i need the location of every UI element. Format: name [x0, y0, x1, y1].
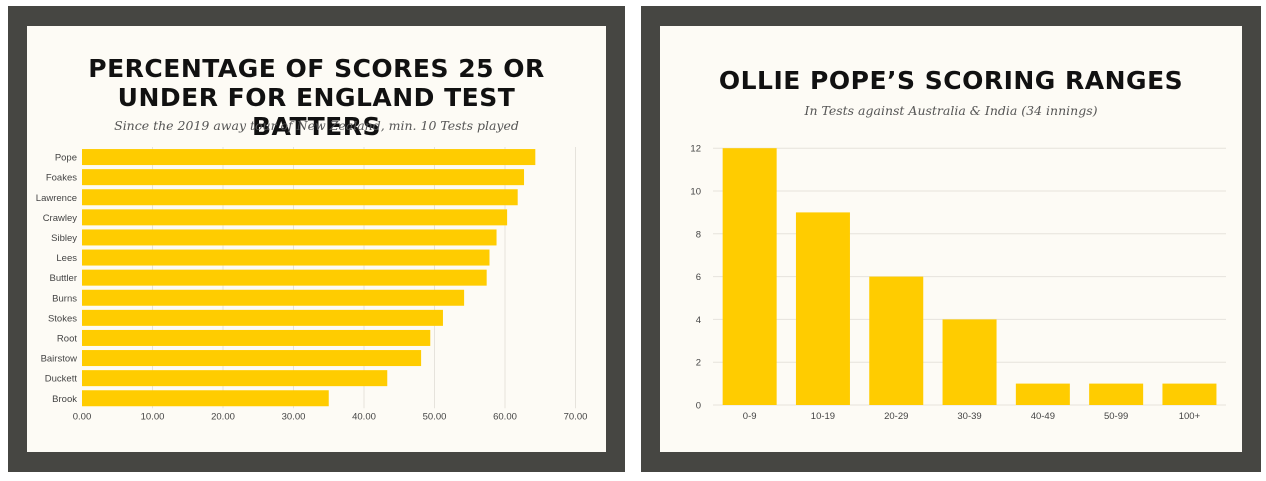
x-tick-label: 40.00	[352, 411, 376, 422]
x-tick-label: 0.00	[73, 411, 92, 422]
bar	[82, 289, 465, 306]
category-label: Burns	[52, 293, 77, 304]
left-chart-title: PERCENTAGE OF SCORES 25 OR UNDER FOR ENG…	[88, 54, 545, 141]
right-chart-subtitle: In Tests against Australia & India (34 i…	[804, 103, 1098, 118]
left-chart-frame: PERCENTAGE OF SCORES 25 OR UNDER FOR ENG…	[8, 6, 625, 472]
x-tick-label: 50-99	[1104, 411, 1128, 422]
y-tick-label: 8	[696, 229, 701, 240]
left-bar-chart: 0.00 10.00 20.00 30.00 40.00 50.00 60.00 70.00 P…	[36, 147, 588, 422]
category-label: Duckett	[45, 374, 78, 385]
bar	[82, 390, 329, 407]
bar	[82, 309, 443, 326]
y-tick-label: 2	[696, 358, 701, 369]
bar	[82, 169, 525, 186]
bar	[82, 209, 508, 226]
bar	[82, 149, 536, 166]
y-tick-label: 6	[696, 272, 701, 283]
x-tick-label: 30.00	[282, 411, 306, 422]
x-tick-label: 20.00	[211, 411, 235, 422]
category-label: Sibley	[51, 233, 77, 244]
bar	[1162, 383, 1217, 405]
bar	[82, 229, 497, 246]
x-tick-label: 60.00	[493, 411, 517, 422]
bar	[82, 370, 388, 387]
right-bar-chart: 0 2 4 6 8 10 12 0-9 10-19 20-29 30-39 40-49 50-99 100…	[690, 144, 1226, 422]
right-chart-title: OLLIE POPE’S SCORING RANGES	[718, 66, 1184, 95]
bar	[1089, 383, 1144, 405]
bar	[82, 269, 487, 286]
bar	[82, 329, 431, 346]
y-tick-label: 4	[696, 315, 701, 326]
bar	[82, 189, 518, 206]
x-tick-label: 20-29	[884, 411, 908, 422]
category-label: Bairstow	[41, 354, 78, 365]
category-label: Lees	[56, 253, 77, 264]
category-label: Root	[57, 333, 77, 344]
category-label: Lawrence	[36, 193, 77, 204]
right-chart-frame: OLLIE POPE’S SCORING RANGES In Tests aga…	[641, 6, 1261, 472]
category-label: Brook	[52, 394, 77, 405]
x-tick-label: 30-39	[957, 411, 981, 422]
category-label: Buttler	[50, 273, 77, 284]
category-label: Stokes	[48, 313, 77, 324]
category-label: Crawley	[43, 213, 78, 224]
category-label: Pope	[55, 153, 77, 164]
x-tick-label: 50.00	[423, 411, 447, 422]
y-tick-label: 0	[696, 401, 701, 412]
bar	[722, 148, 777, 405]
bar	[795, 212, 850, 405]
x-tick-label: 40-49	[1031, 411, 1055, 422]
x-tick-label: 10-19	[811, 411, 835, 422]
bar	[1015, 383, 1070, 405]
left-chart-subtitle: Since the 2019 away tour of New Zealand,…	[114, 118, 519, 133]
left-chart-card: PERCENTAGE OF SCORES 25 OR UNDER FOR ENG…	[27, 26, 606, 452]
category-label: Foakes	[46, 173, 77, 184]
bar	[869, 276, 924, 405]
bar	[82, 249, 490, 266]
x-tick-label: 100+	[1179, 411, 1201, 422]
bar	[82, 350, 422, 367]
bar	[942, 319, 997, 405]
x-tick-label: 70.00	[564, 411, 588, 422]
x-tick-label: 0-9	[743, 411, 757, 422]
x-tick-label: 10.00	[141, 411, 165, 422]
y-tick-label: 12	[690, 144, 701, 155]
right-chart-card: OLLIE POPE’S SCORING RANGES In Tests aga…	[660, 26, 1242, 452]
y-tick-label: 10	[690, 187, 701, 198]
